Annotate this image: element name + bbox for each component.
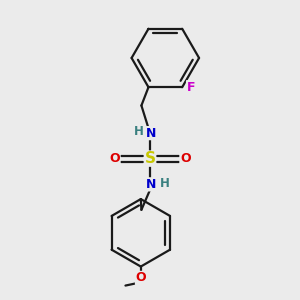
Text: O: O [110, 152, 120, 165]
Text: O: O [136, 272, 146, 284]
Text: O: O [180, 152, 190, 165]
Text: N: N [146, 178, 157, 191]
Text: S: S [145, 151, 155, 166]
Text: H: H [134, 125, 143, 138]
Text: N: N [146, 127, 157, 140]
Text: F: F [187, 81, 195, 94]
Text: H: H [160, 177, 170, 190]
